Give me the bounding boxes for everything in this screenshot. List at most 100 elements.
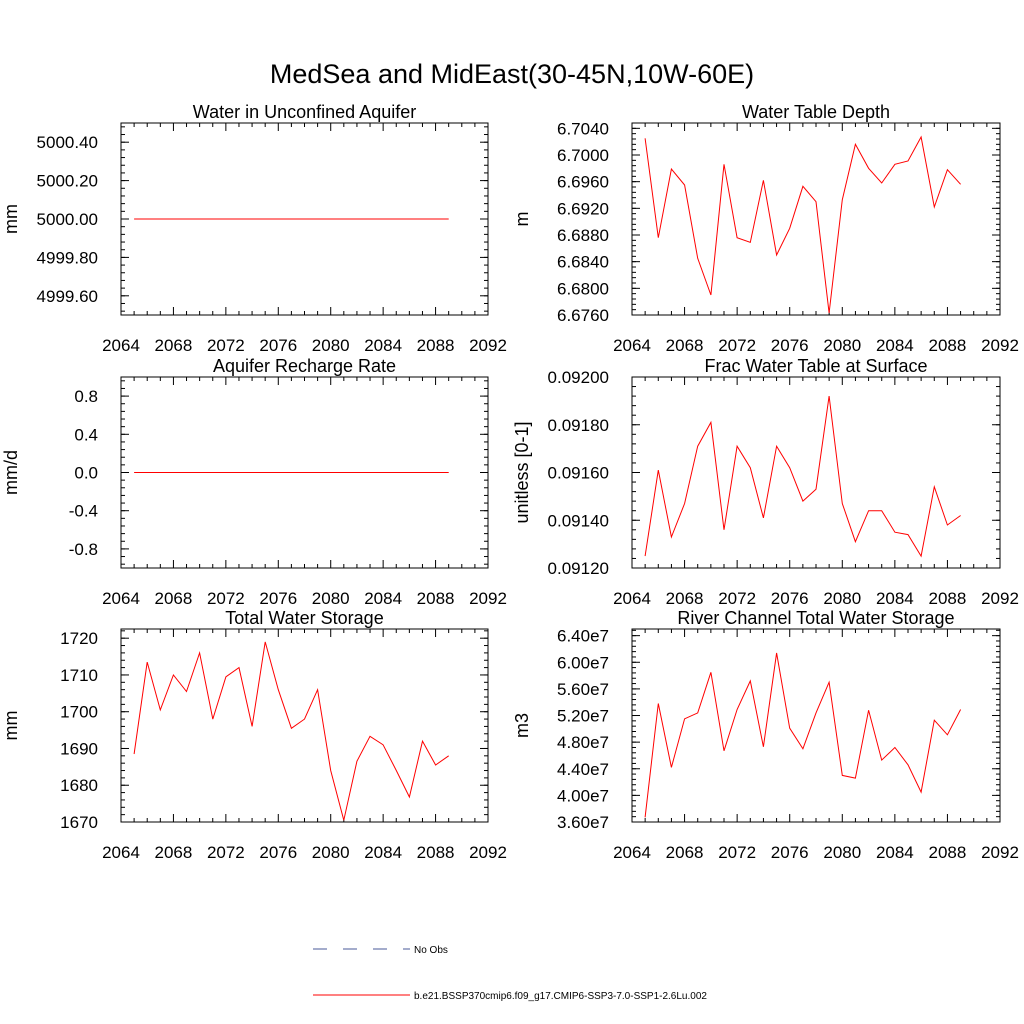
x-tick-label: 2080 (823, 589, 861, 608)
panel-title: Water Table Depth (742, 102, 890, 122)
x-tick-label: 2088 (417, 336, 455, 355)
y-tick-label: 3.60e7 (557, 813, 609, 832)
x-tick-label: 2092 (469, 336, 507, 355)
plot-frame (631, 122, 1001, 316)
y-tick-label: 5000.40 (37, 133, 98, 152)
x-tick-label: 2068 (666, 589, 704, 608)
x-tick-label: 2064 (613, 589, 651, 608)
series-line-1 (133, 641, 449, 821)
x-tick-label: 2072 (718, 336, 756, 355)
x-tick-label: 2088 (929, 843, 967, 862)
plot-frame (120, 628, 489, 823)
x-tick-label: 2084 (876, 843, 914, 862)
x-tick-label: 2068 (666, 843, 704, 862)
y-tick-label: 6.6920 (557, 199, 609, 218)
x-tick-label: 2076 (771, 589, 809, 608)
x-tick-label: 2092 (469, 843, 507, 862)
y-tick-label: 0.4 (74, 425, 98, 444)
panel-title: Total Water Storage (225, 608, 383, 628)
panel-title: Aquifer Recharge Rate (213, 356, 396, 376)
chart-panel-5: Total Water Storage mm 2064 2068 2072 2076 208… (1, 608, 507, 862)
x-tick-label: 2088 (929, 336, 967, 355)
y-tick-label: 1710 (60, 666, 98, 685)
y-tick-label: 0.09140 (548, 511, 609, 530)
y-tick-label: 4.80e7 (557, 733, 609, 752)
x-tick-label: 2076 (771, 843, 809, 862)
y-tick-label: 6.7040 (557, 119, 609, 138)
x-tick-label: 2064 (102, 843, 140, 862)
series-line-1 (644, 135, 961, 314)
y-axis-label: mm (1, 711, 21, 741)
y-tick-label: 0.0 (74, 464, 98, 483)
y-tick-label: 5000.00 (37, 210, 98, 229)
legend-label-no-obs: No Obs (414, 945, 448, 956)
x-tick-label: 2068 (666, 336, 704, 355)
x-tick-label: 2072 (207, 843, 245, 862)
y-tick-label: 1670 (60, 813, 98, 832)
y-tick-label: -0.8 (69, 540, 98, 559)
chart-panel-4: Frac Water Table at Surface unitless [0-1… (512, 356, 1019, 608)
y-tick-label: 0.09180 (548, 416, 609, 435)
x-tick-label: 2080 (823, 336, 861, 355)
legend-label-model-run: b.e21.BSSP370cmip6.f09_g17.CMIP6-SSP3-7.… (414, 991, 707, 1002)
y-tick-label: 4.00e7 (557, 786, 609, 805)
series-line-1 (644, 396, 961, 558)
x-tick-label: 2076 (771, 336, 809, 355)
x-tick-label: 2092 (981, 589, 1019, 608)
y-tick-label: 4.40e7 (557, 760, 609, 779)
y-tick-label: 1700 (60, 703, 98, 722)
y-tick-label: 4999.80 (37, 248, 98, 267)
x-tick-label: 2076 (259, 843, 297, 862)
x-tick-label: 2080 (312, 843, 350, 862)
y-axis-label: unitless [0-1] (512, 421, 532, 523)
x-tick-label: 2068 (155, 843, 193, 862)
y-tick-label: 6.40e7 (557, 627, 609, 646)
y-tick-label: 5.60e7 (557, 680, 609, 699)
chart-panels: Water in Unconfined Aquifer mm 2064 2068 207… (1, 102, 1019, 862)
x-tick-label: 2080 (312, 336, 350, 355)
y-tick-label: 6.6840 (557, 253, 609, 272)
panel-title: Water in Unconfined Aquifer (193, 102, 416, 122)
x-tick-label: 2072 (718, 843, 756, 862)
chart-panel-1: Water in Unconfined Aquifer mm 2064 2068 207… (1, 102, 507, 355)
x-tick-label: 2084 (364, 589, 402, 608)
x-tick-label: 2088 (929, 589, 967, 608)
x-tick-label: 2088 (417, 589, 455, 608)
series-line-1 (644, 652, 962, 818)
y-tick-label: 5000.20 (37, 172, 98, 191)
plot-frame (631, 376, 1001, 569)
x-tick-label: 2092 (469, 589, 507, 608)
y-tick-label: 5.20e7 (557, 707, 609, 726)
y-tick-label: 1680 (60, 776, 98, 795)
x-tick-label: 2076 (259, 589, 297, 608)
y-tick-label: 0.8 (74, 387, 98, 406)
legend: No Obs b.e21.BSSP370cmip6.f09_g17.CMIP6-… (313, 945, 707, 1002)
y-tick-label: 6.6880 (557, 226, 609, 245)
plot-frame (631, 628, 1001, 823)
y-tick-label: 4999.60 (37, 287, 98, 306)
y-tick-label: 1690 (60, 739, 98, 758)
y-tick-label: 0.09160 (548, 464, 609, 483)
x-tick-label: 2080 (312, 589, 350, 608)
y-tick-label: 6.6800 (557, 279, 609, 298)
chart-panel-2: Water Table Depth m 2064 2068 2072 2076 2080 20… (512, 102, 1019, 355)
x-tick-label: 2080 (823, 843, 861, 862)
x-tick-label: 2084 (364, 843, 402, 862)
x-tick-label: 2064 (613, 336, 651, 355)
y-tick-label: 6.00e7 (557, 653, 609, 672)
x-tick-label: 2088 (417, 843, 455, 862)
panel-title: Frac Water Table at Surface (704, 356, 927, 376)
x-tick-label: 2068 (155, 589, 193, 608)
x-tick-label: 2076 (259, 336, 297, 355)
y-tick-label: 0.09120 (548, 559, 609, 578)
x-tick-label: 2064 (102, 336, 140, 355)
y-axis-label: mm/d (1, 450, 21, 495)
x-tick-label: 2068 (155, 336, 193, 355)
y-tick-label: 1720 (60, 629, 98, 648)
y-axis-label: mm (1, 204, 21, 234)
y-axis-label: m (512, 212, 532, 227)
x-tick-label: 2064 (613, 843, 651, 862)
x-tick-label: 2084 (876, 589, 914, 608)
x-tick-label: 2072 (718, 589, 756, 608)
